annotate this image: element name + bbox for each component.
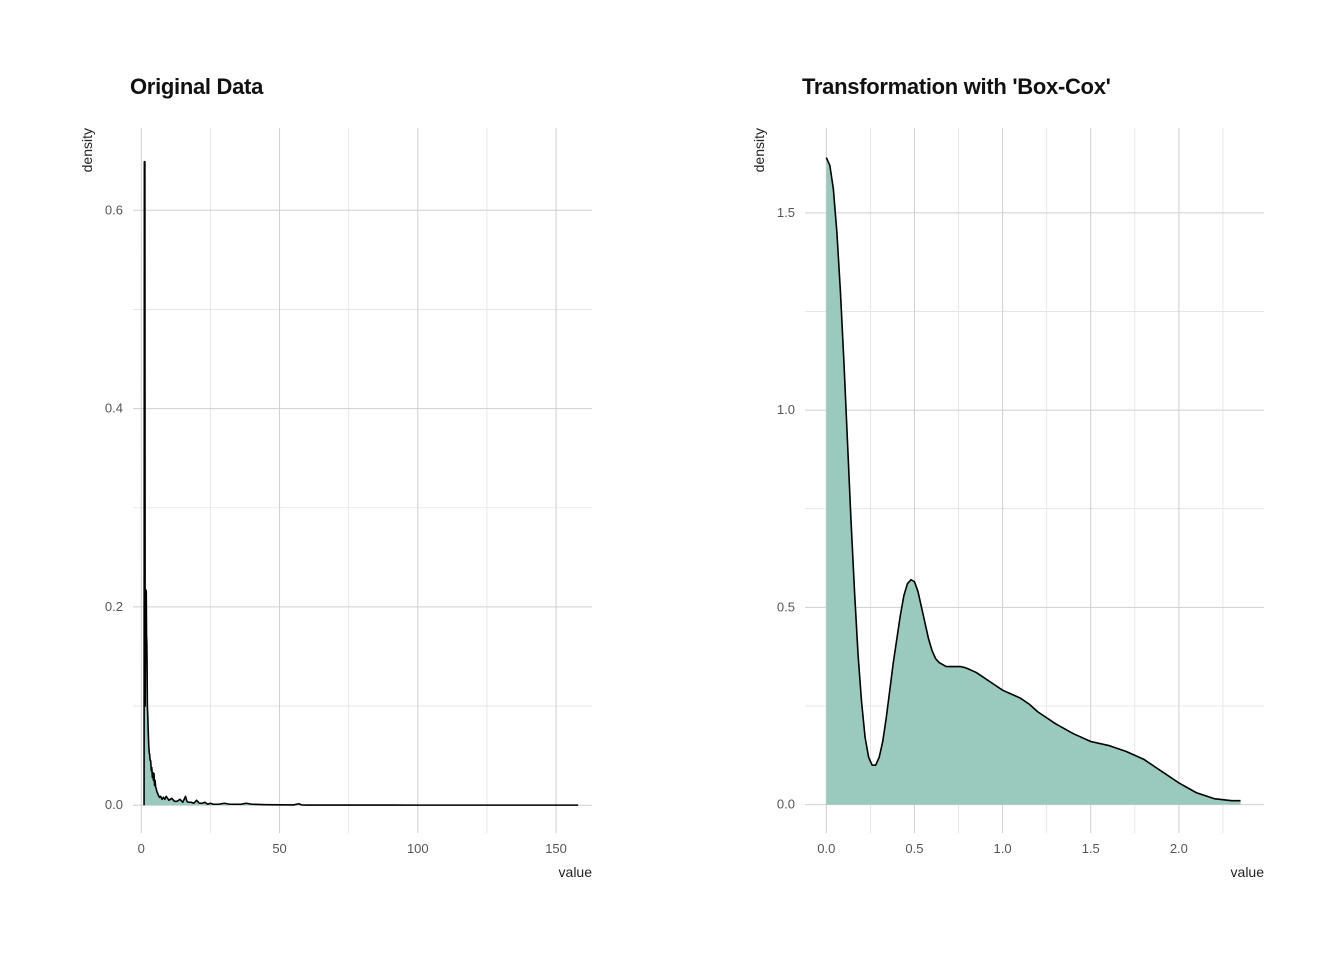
chart-title: Original Data [130, 74, 264, 99]
x-tick-label: 0.5 [905, 841, 923, 856]
chart-panel-boxcox: Transformation with 'Box-Cox' 0.0 0.5 1.0 1… [672, 0, 1344, 960]
y-tick-label: 0.5 [777, 599, 795, 614]
x-tick-label: 50 [272, 841, 286, 856]
y-tick-label: 1.0 [777, 402, 795, 417]
y-tick-label: 0.0 [777, 797, 795, 812]
x-tick-label: 100 [407, 841, 429, 856]
y-axis-label: density [79, 128, 95, 172]
x-tick-label: 1.0 [994, 841, 1012, 856]
y-axis-label: density [751, 128, 767, 172]
y-tick-label: 0.2 [105, 599, 123, 614]
x-axis-label: value [559, 864, 593, 880]
chart-panel-original: Original Data 0 50 100 150 0.0 0.2 0.4 0.6 value… [79, 74, 593, 880]
y-tick-label: 0.4 [105, 401, 123, 416]
density-plot-original: 0 50 100 150 0.0 0.2 0.4 0.6 value density [79, 128, 593, 880]
x-tick-label: 150 [545, 841, 567, 856]
density-area [144, 161, 579, 806]
density-line [825, 157, 1241, 802]
x-tick-label: 2.0 [1170, 841, 1188, 856]
density-line [143, 160, 579, 806]
density-plot-boxcox: 0.0 0.5 1.0 1.5 2.0 0.0 0.5 1.0 1.5 value density [751, 128, 1265, 880]
y-tick-label: 0.6 [105, 202, 123, 217]
y-tick-label: 1.5 [777, 205, 795, 220]
x-axis-label: value [1231, 864, 1265, 880]
grid [133, 128, 592, 833]
x-tick-label: 1.5 [1082, 841, 1100, 856]
y-tick-label: 0.0 [105, 797, 123, 812]
x-tick-label: 0.0 [817, 841, 835, 856]
chart-title: Transformation with 'Box-Cox' [802, 74, 1111, 99]
x-tick-label: 0 [138, 841, 145, 856]
